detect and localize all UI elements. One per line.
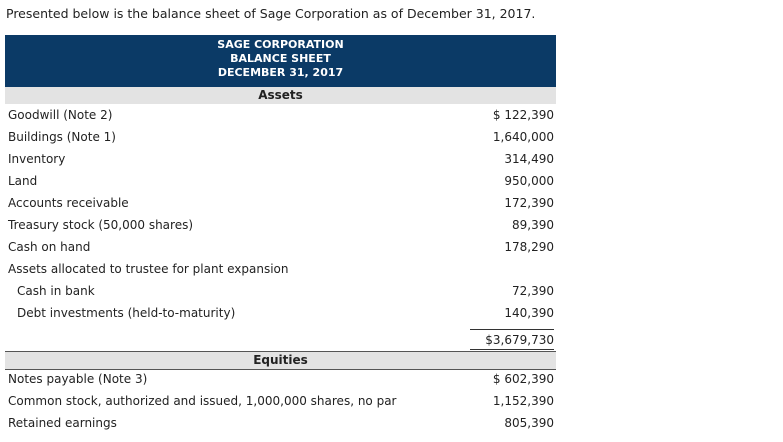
statement-date: DECEMBER 31, 2017 xyxy=(217,66,344,79)
row-label: Treasury stock (50,000 shares) xyxy=(8,218,194,232)
row-label: Debt investments (held-to-maturity) xyxy=(17,306,236,320)
row-label: Buildings (Note 1) xyxy=(8,130,116,144)
row-amount: 178,290 xyxy=(504,240,554,254)
row-label: Goodwill (Note 2) xyxy=(8,108,113,122)
section-header: Equities xyxy=(5,351,556,370)
row-label: Retained earnings xyxy=(8,416,117,430)
row-amount: $ 122,390 xyxy=(492,108,554,122)
sheet-header: SAGE CORPORATION BALANCE SHEET DECEMBER … xyxy=(5,35,556,87)
row-amount: 950,000 xyxy=(504,174,554,188)
row-amount: 314,490 xyxy=(504,152,554,166)
row-amount: 72,390 xyxy=(512,284,554,298)
row-amount: 89,390 xyxy=(512,218,554,232)
row-amount: 1,640,000 xyxy=(492,130,554,144)
total-amount: $3,679,730 xyxy=(470,329,554,352)
row-label: Common stock, authorized and issued, 1,0… xyxy=(8,394,397,408)
row-amount: $ 602,390 xyxy=(492,372,554,386)
row-label: Land xyxy=(8,174,38,188)
row-amount: 805,390 xyxy=(504,416,554,430)
company-name: SAGE CORPORATION xyxy=(217,38,344,51)
row-label: Inventory xyxy=(8,152,66,166)
row-amount: 1,152,390 xyxy=(492,394,554,408)
row-label: Notes payable (Note 3) xyxy=(8,372,148,386)
row-label: Cash in bank xyxy=(17,284,95,298)
row-amount: 140,390 xyxy=(504,306,554,320)
row-label: Cash on hand xyxy=(8,240,91,254)
row-label: Assets allocated to trustee for plant ex… xyxy=(8,262,289,276)
row-amount: 172,390 xyxy=(504,196,554,210)
row-label: Accounts receivable xyxy=(8,196,129,210)
statement-name: BALANCE SHEET xyxy=(230,52,331,65)
section-header: Assets xyxy=(5,87,556,104)
intro-text: Presented below is the balance sheet of … xyxy=(6,6,536,21)
